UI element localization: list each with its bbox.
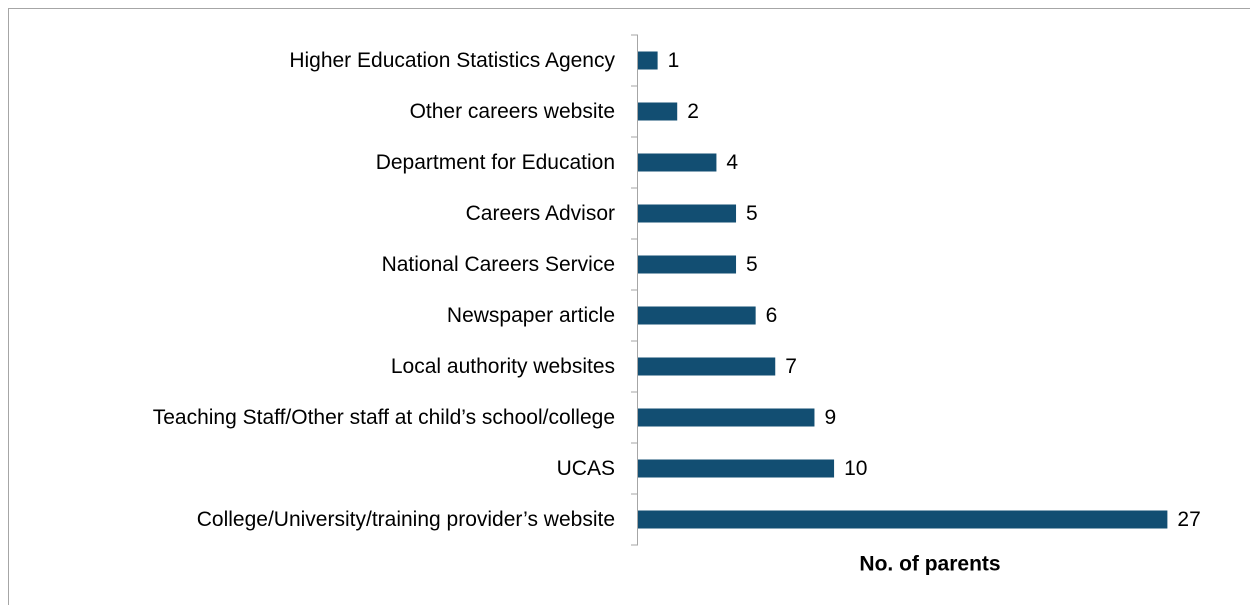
y-tick-label: Higher Education Statistics Agency [289, 49, 615, 72]
y-tick-label: Local authority websites [391, 355, 615, 378]
bar [638, 255, 737, 274]
value-label: 1 [668, 49, 680, 72]
value-label: 9 [824, 406, 836, 429]
value-label: 6 [766, 304, 778, 327]
bar [638, 408, 815, 427]
y-tick-label: UCAS [557, 457, 615, 480]
chart-border [8, 8, 1250, 605]
x-axis-title: No. of parents [859, 553, 1000, 576]
bar [638, 51, 658, 70]
y-tick-label: Newspaper article [447, 304, 615, 327]
bar [638, 510, 1168, 529]
bar [638, 357, 776, 376]
value-label: 4 [726, 151, 738, 174]
bar [638, 102, 678, 121]
bar [638, 306, 756, 325]
bar [638, 204, 737, 223]
y-tick-label: National Careers Service [382, 253, 615, 276]
y-tick-label: Teaching Staff/Other staff at child’s sc… [153, 406, 615, 429]
bar [638, 153, 717, 172]
value-label: 27 [1177, 508, 1200, 531]
value-label: 7 [785, 355, 797, 378]
bar [638, 459, 835, 478]
value-label: 5 [746, 253, 758, 276]
y-tick-label: Careers Advisor [466, 202, 615, 225]
value-label: 2 [687, 100, 699, 123]
value-label: 5 [746, 202, 758, 225]
y-tick-label: Department for Education [376, 151, 615, 174]
y-tick-label: College/University/training provider’s w… [197, 508, 615, 531]
y-tick-label: Other careers website [410, 100, 615, 123]
value-label: 10 [844, 457, 867, 480]
